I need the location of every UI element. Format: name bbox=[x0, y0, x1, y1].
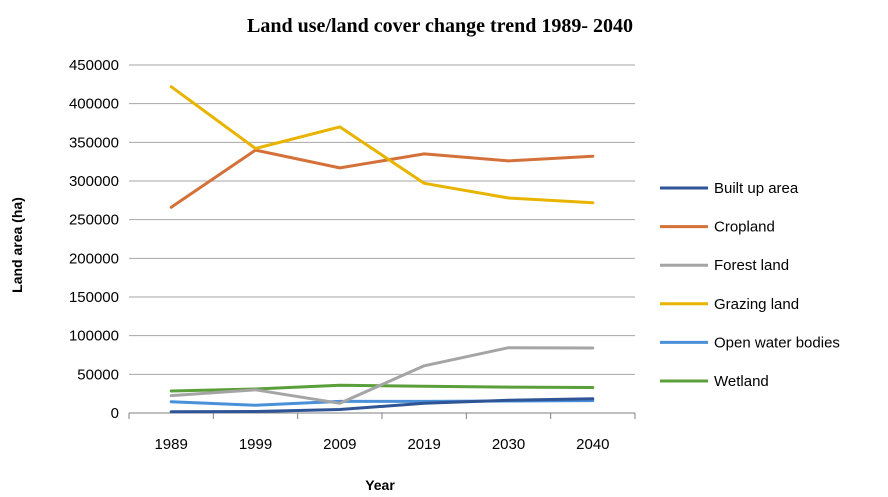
y-tick-label: 0 bbox=[111, 405, 119, 422]
x-axis-ticks: 1989 1999 2009 2019 2030 2040 bbox=[154, 436, 609, 453]
series-line-grazing-land bbox=[169, 85, 595, 205]
y-tick-label: 300000 bbox=[69, 173, 119, 190]
x-tick-label: 1989 bbox=[154, 436, 187, 453]
series-line-built-up-area bbox=[169, 397, 595, 414]
chart-title: Land use/land cover change trend 1989- 2… bbox=[247, 15, 633, 37]
y-tick-label: 100000 bbox=[69, 328, 119, 345]
legend-label-open-water-bodies: Open water bodies bbox=[714, 334, 840, 351]
legend-label-built-up-area: Built up area bbox=[714, 180, 799, 197]
x-axis-label: Year bbox=[365, 477, 395, 493]
y-tick-label: 250000 bbox=[69, 212, 119, 229]
y-tick-label: 400000 bbox=[69, 96, 119, 113]
legend-label-grazing-land: Grazing land bbox=[714, 296, 799, 313]
x-tick-label: 2030 bbox=[492, 436, 525, 453]
y-axis-label: Land area (ha) bbox=[9, 197, 25, 293]
y-tick-label: 350000 bbox=[69, 134, 119, 151]
y-tick-label: 200000 bbox=[69, 250, 119, 267]
series-line-forest-land bbox=[169, 346, 595, 405]
legend-label-forest-land: Forest land bbox=[714, 257, 789, 274]
y-tick-label: 150000 bbox=[69, 289, 119, 306]
y-tick-label: 50000 bbox=[77, 366, 119, 383]
x-tick-label: 2009 bbox=[323, 436, 356, 453]
x-tick-label: 2019 bbox=[407, 436, 440, 453]
y-axis-ticks: 0 50000 100000 150000 200000 250000 300000 3500… bbox=[69, 57, 119, 422]
x-tick-label: 1999 bbox=[239, 436, 272, 453]
legend: Built up area Cropland Forest land Grazing … bbox=[660, 180, 840, 390]
gridlines bbox=[128, 64, 636, 419]
x-tick-label: 2040 bbox=[576, 436, 609, 453]
y-tick-label: 450000 bbox=[69, 57, 119, 74]
legend-label-cropland: Cropland bbox=[714, 219, 775, 236]
series-line-cropland bbox=[169, 148, 595, 209]
legend-label-wetland: Wetland bbox=[714, 373, 769, 390]
series-lines bbox=[169, 85, 595, 414]
